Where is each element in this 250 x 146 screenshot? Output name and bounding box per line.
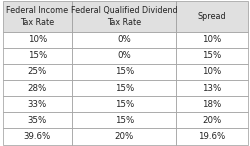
Bar — [2, 128, 72, 145]
Bar — [2, 64, 72, 80]
Bar — [176, 96, 248, 112]
Text: 15%: 15% — [115, 100, 134, 109]
Bar — [2, 1, 72, 32]
Text: 39.6%: 39.6% — [24, 132, 51, 141]
Text: 15%: 15% — [28, 51, 47, 60]
Bar — [72, 32, 176, 48]
Text: 20%: 20% — [202, 116, 222, 125]
Text: 13%: 13% — [202, 84, 222, 93]
Text: 33%: 33% — [28, 100, 47, 109]
Bar — [2, 96, 72, 112]
Bar — [2, 80, 72, 96]
Bar — [72, 112, 176, 128]
Bar — [2, 32, 72, 48]
Text: Spread: Spread — [198, 12, 226, 21]
Bar — [176, 48, 248, 64]
Text: 10%: 10% — [202, 35, 222, 44]
Text: Federal Income
Tax Rate: Federal Income Tax Rate — [6, 6, 68, 27]
Text: 19.6%: 19.6% — [198, 132, 226, 141]
Bar — [2, 48, 72, 64]
Text: Federal Qualified Dividend
Tax Rate: Federal Qualified Dividend Tax Rate — [71, 6, 178, 27]
Text: 28%: 28% — [28, 84, 47, 93]
Bar — [72, 96, 176, 112]
Bar — [72, 128, 176, 145]
Text: 25%: 25% — [28, 67, 47, 76]
Bar — [72, 80, 176, 96]
Bar — [176, 64, 248, 80]
Text: 20%: 20% — [115, 132, 134, 141]
Bar — [176, 32, 248, 48]
Text: 15%: 15% — [115, 116, 134, 125]
Text: 35%: 35% — [28, 116, 47, 125]
Bar — [176, 112, 248, 128]
Text: 15%: 15% — [115, 84, 134, 93]
Bar — [72, 48, 176, 64]
Text: 0%: 0% — [118, 51, 131, 60]
Text: 15%: 15% — [115, 67, 134, 76]
Text: 10%: 10% — [202, 67, 222, 76]
Bar — [176, 80, 248, 96]
Bar — [176, 128, 248, 145]
Bar — [176, 1, 248, 32]
Bar — [72, 1, 176, 32]
Text: 0%: 0% — [118, 35, 131, 44]
Text: 18%: 18% — [202, 100, 222, 109]
Text: 15%: 15% — [202, 51, 222, 60]
Text: 10%: 10% — [28, 35, 47, 44]
Bar — [72, 64, 176, 80]
Bar — [2, 112, 72, 128]
